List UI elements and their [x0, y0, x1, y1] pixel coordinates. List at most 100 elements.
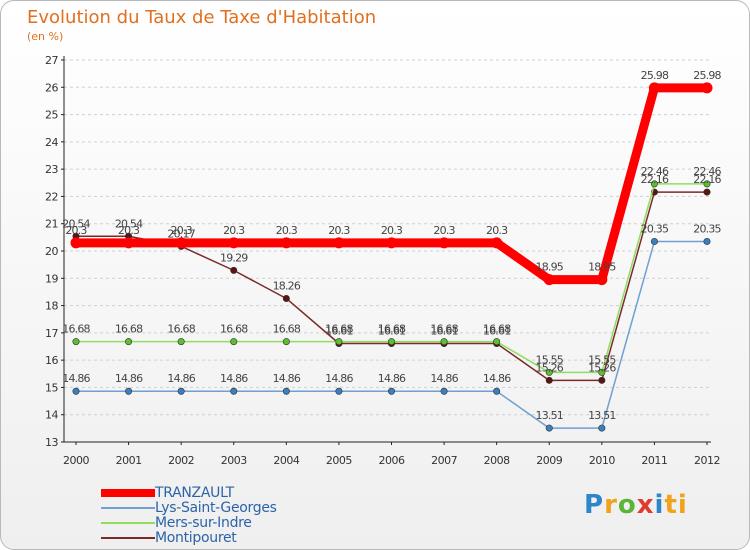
data-label: 22.46 — [641, 165, 669, 178]
data-point — [72, 338, 80, 346]
data-label: 22.16 — [641, 173, 669, 186]
data-label: 16.68 — [378, 323, 406, 336]
data-label: 20.3 — [118, 224, 140, 237]
legend-swatch-mers-sur-indre — [101, 521, 155, 524]
data-point — [125, 338, 133, 346]
data-label: 20.3 — [328, 224, 350, 237]
data-label: 20.54 — [115, 217, 143, 230]
data-point — [596, 274, 608, 286]
data-label: 20.54 — [62, 217, 90, 230]
data-label: 13.51 — [536, 409, 564, 422]
x-tick-label: 2012 — [694, 454, 720, 467]
data-label: 14.86 — [167, 372, 195, 385]
data-label: 20.3 — [433, 224, 455, 237]
data-label: 16.68 — [220, 323, 248, 336]
data-label: 13.51 — [588, 409, 616, 422]
data-point — [648, 82, 660, 94]
y-tick-label: 22 — [45, 190, 58, 203]
legend-label-montipouret: Montipouret — [155, 529, 237, 546]
data-point — [493, 387, 501, 395]
data-point — [438, 237, 450, 249]
data-label: 14.86 — [220, 372, 248, 385]
chart-title: Evolution du Taux de Taxe d'Habitation — [27, 7, 377, 28]
data-label: 22.46 — [693, 165, 721, 178]
data-label: 16.61 — [430, 324, 458, 337]
data-point — [282, 294, 290, 302]
data-point — [703, 237, 711, 245]
data-label: 16.68 — [167, 323, 195, 336]
y-tick-label: 13 — [45, 436, 58, 449]
data-point — [230, 266, 238, 274]
data-label: 19.29 — [220, 251, 248, 264]
data-label: 15.55 — [536, 353, 564, 366]
data-point — [282, 387, 290, 395]
data-point — [230, 387, 238, 395]
y-tick-label: 16 — [45, 354, 58, 367]
data-point — [703, 180, 711, 188]
data-label: 20.3 — [65, 224, 87, 237]
data-point — [598, 424, 606, 432]
data-label: 20.3 — [171, 224, 193, 237]
data-label: 22.16 — [693, 173, 721, 186]
x-tick-label: 2001 — [116, 454, 142, 467]
logo-letter: i — [654, 490, 665, 520]
x-tick-label: 2011 — [641, 454, 667, 467]
data-label: 14.86 — [62, 372, 90, 385]
data-label: 16.68 — [430, 323, 458, 336]
data-label: 16.61 — [378, 324, 406, 337]
data-label: 15.26 — [588, 361, 616, 374]
y-tick-label: 20 — [45, 245, 58, 258]
y-tick-label: 24 — [45, 136, 58, 149]
data-point — [125, 387, 133, 395]
data-point — [387, 338, 395, 346]
data-label: 20.35 — [693, 222, 721, 235]
series-line — [75, 191, 708, 382]
legend-item-mers-sur-indre: Mers-sur-Indre — [101, 514, 277, 531]
data-point — [280, 237, 292, 249]
data-point — [491, 237, 503, 249]
data-point — [228, 237, 240, 249]
data-label: 15.26 — [536, 361, 564, 374]
data-point — [123, 237, 135, 249]
x-tick-label: 2008 — [484, 454, 510, 467]
data-point — [650, 237, 658, 245]
data-point — [72, 387, 80, 395]
legend-label-lys-saint-georges: Lys-Saint-Georges — [155, 499, 277, 516]
data-point — [333, 237, 345, 249]
data-point — [598, 368, 606, 376]
data-label: 20.3 — [276, 224, 298, 237]
y-tick-label: 26 — [45, 81, 58, 94]
x-tick-label: 2009 — [536, 454, 562, 467]
legend-label-tranzault: TRANZAULT — [155, 484, 234, 501]
data-point — [545, 424, 553, 432]
data-label: 20.3 — [223, 224, 245, 237]
data-point — [175, 237, 187, 249]
legend-label-mers-sur-indre: Mers-sur-Indre — [155, 514, 252, 531]
logo-letter: o — [617, 490, 637, 520]
legend-item-tranzault: TRANZAULT — [101, 484, 277, 501]
y-tick-label: 23 — [45, 163, 58, 176]
legend: TRANZAULT Lys-Saint-Georges Mers-sur-Ind… — [101, 484, 277, 546]
data-point — [230, 338, 238, 346]
data-point — [545, 376, 553, 384]
data-label: 14.86 — [273, 372, 301, 385]
legend-swatch-lys-saint-georges — [101, 506, 155, 509]
data-point — [703, 188, 711, 196]
data-point — [545, 368, 553, 376]
data-label: 14.86 — [378, 372, 406, 385]
y-tick-label: 27 — [45, 54, 58, 67]
data-label: 16.68 — [483, 323, 511, 336]
data-point — [650, 180, 658, 188]
data-label: 16.61 — [483, 324, 511, 337]
y-tick-label: 19 — [45, 272, 58, 285]
data-label: 18.95 — [536, 261, 564, 274]
data-point — [335, 338, 343, 346]
data-label: 20.17 — [167, 227, 195, 240]
logo-letter: P — [584, 490, 605, 520]
data-point — [543, 274, 555, 286]
data-point — [493, 338, 501, 346]
data-point — [440, 387, 448, 395]
data-point — [177, 387, 185, 395]
